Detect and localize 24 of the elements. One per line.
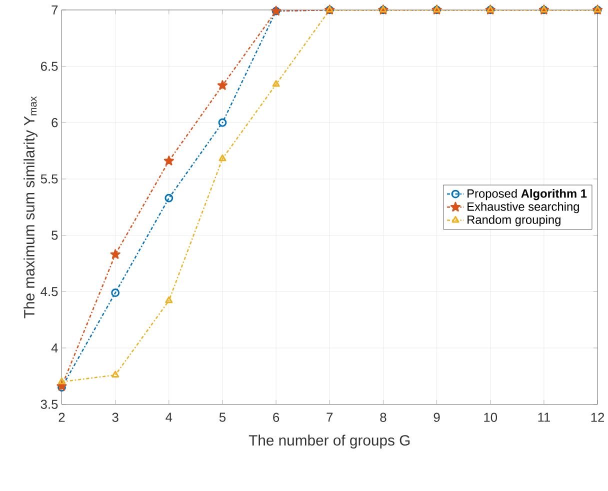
- x-tick-label: 5: [219, 412, 226, 422]
- x-axis-title: The number of groups G: [248, 434, 410, 449]
- y-tick-label: 3.5: [40, 400, 58, 409]
- x-tick-label: 10: [484, 412, 498, 422]
- y-tick-label: 7: [52, 6, 58, 14]
- legend-label: Random grouping: [468, 215, 560, 226]
- y-axis-title: The maximum sum similarity Υ$_{max}$: [24, 96, 38, 318]
- x-tick-label: 9: [434, 412, 440, 422]
- x-tick-label: 4: [166, 412, 172, 422]
- x-tick-label: 12: [591, 412, 604, 422]
- x-tick-label: 8: [380, 412, 386, 422]
- y-tick-label: 4: [51, 344, 58, 352]
- y-tick-label: 5: [52, 230, 58, 240]
- y-tick-label: 4.5: [40, 287, 58, 296]
- y-tick-label: 5.5: [40, 174, 58, 184]
- y-tick-label: 6: [52, 118, 58, 128]
- x-tick-label: 7: [326, 412, 333, 422]
- legend-label: Proposed Algorithm 1: [468, 189, 587, 200]
- legend-label: Exhaustive searching: [468, 202, 579, 214]
- x-tick-label: 6: [273, 412, 280, 422]
- x-tick-label: 3: [112, 412, 118, 422]
- y-tick-label: 6.5: [40, 62, 58, 71]
- x-tick-label: 2: [58, 412, 65, 422]
- x-tick-label: 11: [538, 412, 550, 422]
